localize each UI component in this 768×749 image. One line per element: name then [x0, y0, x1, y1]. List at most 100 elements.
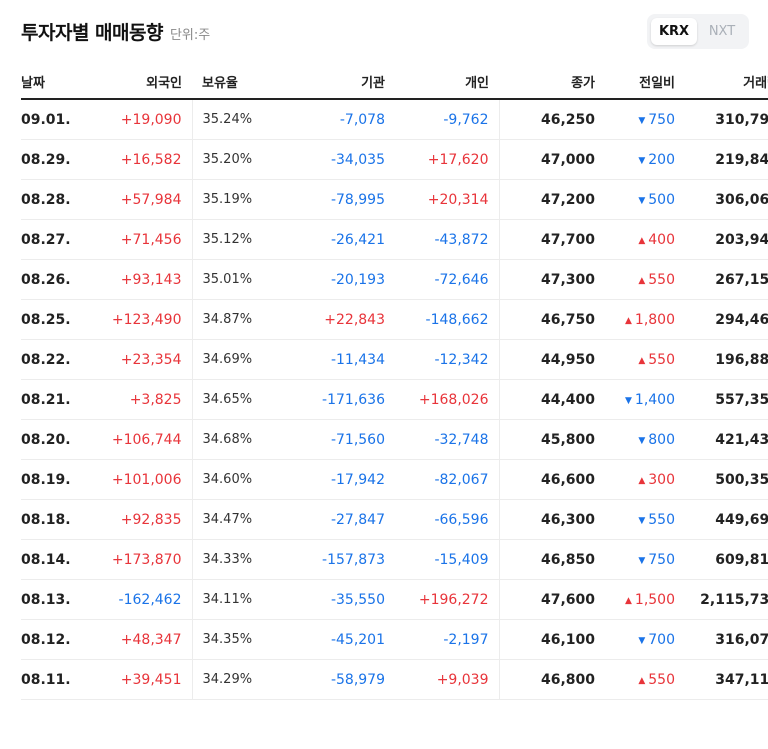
close-cell: 46,100 — [499, 619, 595, 660]
institution-cell: -26,421 — [261, 219, 385, 260]
change-cell: ▲ 1,800 — [595, 299, 675, 340]
date-cell: 08.22. — [21, 339, 73, 380]
table-row: 08.26. +93,143 35.01% -20,193 -72,646 47,300 ▲… — [21, 259, 768, 300]
col-header-date: 날짜 — [21, 64, 73, 100]
table-row: 08.28. +57,984 35.19% -78,995 +20,314 47,200 ▼… — [21, 179, 768, 220]
triangle-up-icon: ▲ — [624, 595, 632, 606]
institution-cell: -171,636 — [261, 379, 385, 420]
volume-cell: 347,112 — [675, 659, 768, 700]
close-cell: 47,200 — [499, 179, 595, 220]
change-cell: ▲ 300 — [595, 459, 675, 500]
holding-cell: 34.87% — [192, 299, 261, 340]
foreign-cell: +173,870 — [73, 539, 193, 580]
date-cell: 08.28. — [21, 179, 73, 220]
close-cell: 46,800 — [499, 659, 595, 700]
krx-tab[interactable]: KRX — [651, 18, 697, 45]
foreign-cell: +92,835 — [73, 499, 193, 540]
institution-cell: +22,843 — [261, 299, 385, 340]
change-value: 550 — [648, 511, 675, 528]
table-header-row: 날짜 외국인 보유율 기관 개인 종가 전일비 거래량 — [21, 64, 768, 100]
holding-cell: 34.65% — [192, 379, 261, 420]
nxt-tab[interactable]: NXT — [708, 24, 736, 39]
close-cell: 44,400 — [499, 379, 595, 420]
individual-cell: +196,272 — [385, 579, 500, 620]
foreign-cell: +19,090 — [73, 99, 193, 140]
volume-cell: 609,814 — [675, 539, 768, 580]
foreign-cell: +23,354 — [73, 339, 193, 380]
table-row: 08.18. +92,835 34.47% -27,847 -66,596 46,300 ▼… — [21, 499, 768, 540]
individual-cell: -43,872 — [385, 219, 500, 260]
triangle-down-icon: ▼ — [638, 635, 646, 646]
date-cell: 08.14. — [21, 539, 73, 580]
date-cell: 08.26. — [21, 259, 73, 300]
market-toggle: KRX NXT — [647, 14, 749, 49]
institution-cell: -11,434 — [261, 339, 385, 380]
individual-cell: -72,646 — [385, 259, 500, 300]
holding-cell: 35.01% — [192, 259, 261, 300]
individual-cell: -148,662 — [385, 299, 500, 340]
date-cell: 08.12. — [21, 619, 73, 660]
individual-cell: -15,409 — [385, 539, 500, 580]
change-cell: ▲ 550 — [595, 259, 675, 300]
holding-cell: 35.12% — [192, 219, 261, 260]
triangle-down-icon: ▼ — [638, 515, 646, 526]
change-value: 550 — [648, 351, 675, 368]
col-header-holding: 보유율 — [192, 64, 261, 100]
col-header-institution: 기관 — [261, 64, 385, 100]
triangle-up-icon: ▲ — [638, 675, 646, 686]
change-value: 1,500 — [634, 591, 675, 608]
date-cell: 08.19. — [21, 459, 73, 500]
holding-cell: 34.29% — [192, 659, 261, 700]
volume-cell: 449,698 — [675, 499, 768, 540]
holding-cell: 35.24% — [192, 99, 261, 140]
individual-cell: -9,762 — [385, 99, 500, 140]
institution-cell: -17,942 — [261, 459, 385, 500]
triangle-down-icon: ▼ — [638, 115, 646, 126]
holding-cell: 34.35% — [192, 619, 261, 660]
change-cell: ▼ 1,400 — [595, 379, 675, 420]
change-cell: ▲ 550 — [595, 659, 675, 700]
foreign-cell: +39,451 — [73, 659, 193, 700]
holding-cell: 34.11% — [192, 579, 261, 620]
change-value: 750 — [648, 111, 675, 128]
date-cell: 08.25. — [21, 299, 73, 340]
close-cell: 46,600 — [499, 459, 595, 500]
change-cell: ▼ 750 — [595, 539, 675, 580]
institution-cell: -45,201 — [261, 619, 385, 660]
close-cell: 46,850 — [499, 539, 595, 580]
close-cell: 46,750 — [499, 299, 595, 340]
holding-cell: 34.69% — [192, 339, 261, 380]
individual-cell: -2,197 — [385, 619, 500, 660]
triangle-down-icon: ▼ — [638, 435, 646, 446]
table-row: 08.13. -162,462 34.11% -35,550 +196,272 47,60… — [21, 579, 768, 620]
change-value: 400 — [648, 231, 675, 248]
close-cell: 45,800 — [499, 419, 595, 460]
triangle-up-icon: ▲ — [638, 475, 646, 486]
change-value: 700 — [648, 631, 675, 648]
change-value: 550 — [648, 271, 675, 288]
date-cell: 08.13. — [21, 579, 73, 620]
foreign-cell: +57,984 — [73, 179, 193, 220]
foreign-cell: +16,582 — [73, 139, 193, 180]
table-row: 08.21. +3,825 34.65% -171,636 +168,026 44,400… — [21, 379, 768, 420]
volume-cell: 2,115,736 — [675, 579, 768, 620]
holding-cell: 34.47% — [192, 499, 261, 540]
date-cell: 09.01. — [21, 99, 73, 140]
date-cell: 08.27. — [21, 219, 73, 260]
unit-label: 단위:주 — [169, 28, 211, 43]
foreign-cell: +123,490 — [73, 299, 193, 340]
date-cell: 08.18. — [21, 499, 73, 540]
change-cell: ▼ 750 — [595, 99, 675, 140]
change-cell: ▼ 200 — [595, 139, 675, 180]
foreign-cell: +106,744 — [73, 419, 193, 460]
volume-cell: 421,433 — [675, 419, 768, 460]
change-cell: ▼ 550 — [595, 499, 675, 540]
close-cell: 46,250 — [499, 99, 595, 140]
individual-cell: -32,748 — [385, 419, 500, 460]
holding-cell: 34.60% — [192, 459, 261, 500]
individual-cell: +20,314 — [385, 179, 500, 220]
change-cell: ▲ 400 — [595, 219, 675, 260]
individual-cell: -66,596 — [385, 499, 500, 540]
col-header-change: 전일비 — [595, 64, 675, 100]
change-value: 750 — [648, 551, 675, 568]
